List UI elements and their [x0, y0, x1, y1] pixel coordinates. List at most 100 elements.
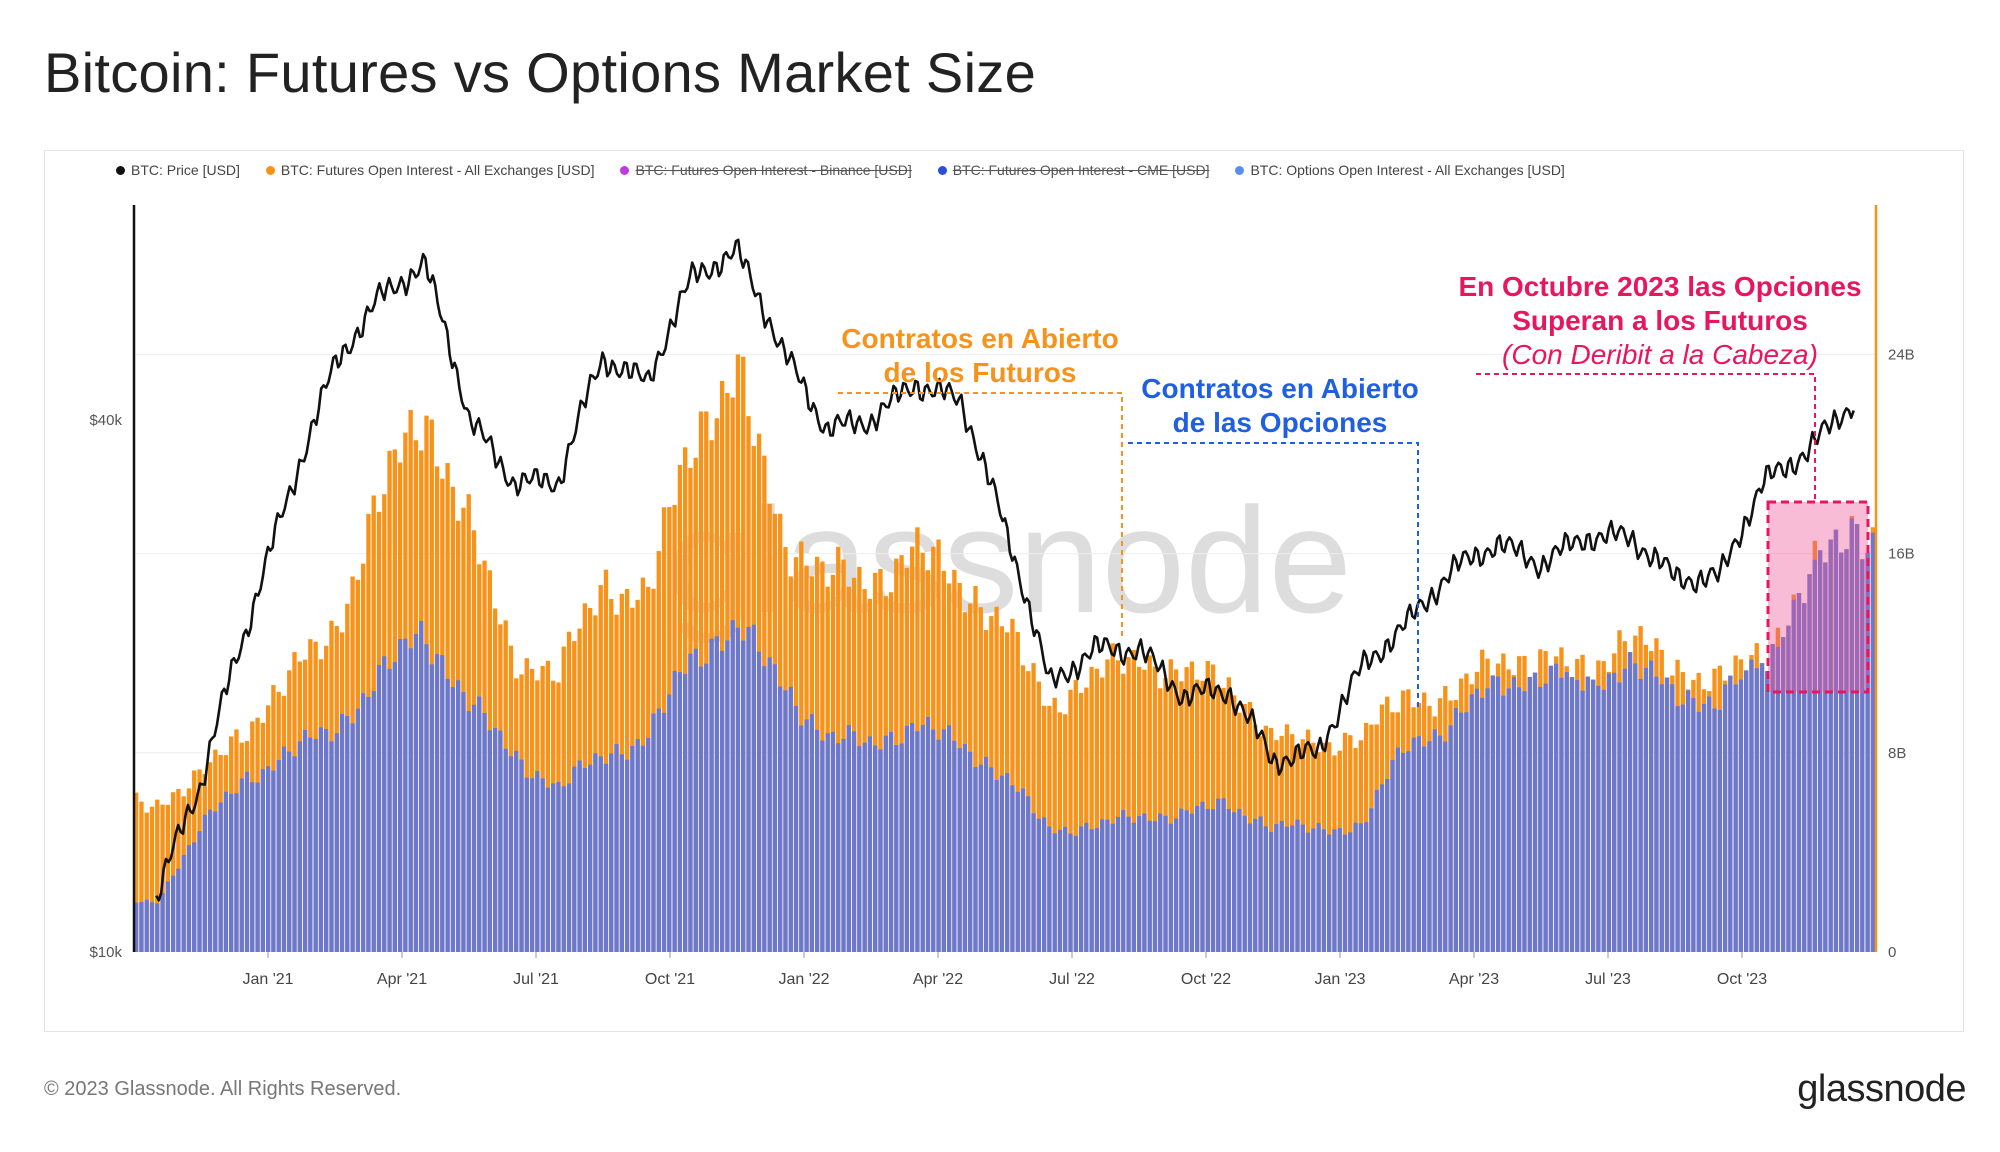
- futures-leader-line: [838, 392, 1123, 636]
- options-bar: [1585, 676, 1590, 952]
- options-bar: [693, 648, 698, 952]
- options-bar: [1437, 735, 1443, 952]
- options-bar: [265, 766, 271, 952]
- legend-item-futures-binance[interactable]: BTC: Futures Open Interest - Binance [US…: [620, 162, 912, 178]
- options-bar: [630, 745, 635, 952]
- annotation-options-line2: de las Opciones: [1172, 407, 1388, 438]
- options-bar: [1469, 694, 1474, 952]
- futures-bar: [1084, 687, 1089, 952]
- options-bar: [376, 665, 382, 952]
- options-bar: [360, 693, 366, 952]
- options-bar: [1268, 831, 1274, 952]
- options-bar: [1707, 696, 1712, 952]
- options-bar: [1765, 671, 1770, 952]
- options-bar: [397, 639, 403, 952]
- options-bar: [1316, 822, 1321, 952]
- options-bar: [250, 782, 255, 952]
- x-tick-label: Oct '21: [645, 971, 695, 988]
- options-bar: [1744, 670, 1749, 952]
- options-bar: [1047, 826, 1052, 952]
- options-bar: [1126, 816, 1131, 952]
- x-tick-label: Jul '21: [513, 971, 559, 988]
- options-bar: [999, 775, 1005, 952]
- chart-title: Bitcoin: Futures vs Options Market Size: [44, 41, 1037, 104]
- futures-bar: [1189, 661, 1195, 952]
- options-bar: [888, 732, 894, 952]
- options-bar: [1817, 550, 1823, 952]
- options-bar: [1422, 746, 1427, 952]
- options-bar: [1839, 552, 1844, 952]
- options-bar: [587, 764, 593, 952]
- options-bar: [350, 723, 355, 952]
- options-bar: [1279, 820, 1284, 952]
- options-bar: [181, 854, 186, 952]
- options-bar: [139, 901, 144, 952]
- options-bar: [1786, 625, 1791, 952]
- legend-item-options-all[interactable]: BTC: Options Open Interest - All Exchang…: [1235, 162, 1565, 178]
- options-bar: [1131, 822, 1137, 952]
- options-bar: [1733, 684, 1738, 952]
- options-bar: [1796, 592, 1802, 952]
- options-bar: [756, 651, 762, 952]
- options-bar: [836, 743, 841, 952]
- options-bar: [1395, 747, 1400, 952]
- options-bar: [1300, 824, 1305, 952]
- options-bar: [778, 686, 783, 952]
- options-bar: [271, 770, 276, 952]
- annotation-october: En Octubre 2023 las Opciones Superan a l…: [1420, 270, 1900, 372]
- futures-bar: [1184, 667, 1189, 952]
- options-bar: [202, 814, 207, 952]
- options-bar: [339, 714, 345, 952]
- options-bar: [862, 742, 867, 952]
- futures-bar: [139, 801, 144, 952]
- x-tick-label: Apr '22: [913, 971, 963, 988]
- options-bar: [1247, 823, 1253, 952]
- options-bar: [1258, 816, 1263, 952]
- options-bar: [656, 708, 661, 952]
- options-bar: [1010, 785, 1015, 952]
- options-bar: [508, 756, 514, 952]
- options-bar: [434, 654, 440, 952]
- options-bar: [1348, 832, 1353, 952]
- options-bar: [1701, 703, 1707, 952]
- options-bar: [1749, 659, 1754, 952]
- options-bar: [1253, 818, 1258, 952]
- options-bar: [894, 745, 899, 952]
- options-bar: [804, 719, 809, 952]
- x-tick-label: Jan '23: [1314, 971, 1365, 988]
- legend-item-futures-cme[interactable]: BTC: Futures Open Interest - CME [USD]: [937, 162, 1210, 178]
- options-bar: [1828, 539, 1833, 952]
- options-bar: [355, 708, 361, 952]
- legend-label: BTC: Futures Open Interest - CME [USD]: [952, 162, 1210, 178]
- y-left-tick-label: $40k: [89, 412, 122, 429]
- x-tick-label: Oct '23: [1717, 971, 1767, 988]
- options-bar: [593, 753, 598, 952]
- options-bar: [1231, 812, 1237, 952]
- legend-item-futures-all[interactable]: BTC: Futures Open Interest - All Exchang…: [265, 162, 594, 178]
- options-bar: [1527, 676, 1532, 952]
- options-bar: [1575, 679, 1580, 952]
- legend-label: BTC: Price [USD]: [131, 162, 240, 178]
- options-bar: [1664, 677, 1670, 952]
- futures-bar: [1052, 697, 1057, 952]
- options-bar: [1036, 818, 1042, 952]
- options-bar: [1195, 806, 1200, 952]
- options-bar: [762, 666, 767, 952]
- options-bar: [1406, 751, 1411, 952]
- options-bar: [1691, 698, 1696, 952]
- options-bar: [598, 756, 603, 952]
- x-tick-label: Jan '22: [778, 971, 829, 988]
- options-leader-line: [1128, 442, 1419, 708]
- options-bar: [1712, 708, 1717, 952]
- options-bar: [1448, 725, 1453, 952]
- legend-label: BTC: Options Open Interest - All Exchang…: [1250, 162, 1565, 178]
- options-bar: [207, 809, 213, 952]
- options-bar: [704, 663, 709, 952]
- options-bar: [1110, 823, 1115, 952]
- legend-item-price[interactable]: BTC: Price [USD]: [116, 162, 240, 178]
- options-bar: [292, 756, 297, 952]
- options-bar: [931, 729, 936, 952]
- y-right-tick-label: 0: [1888, 944, 1896, 961]
- options-bar: [809, 714, 815, 952]
- options-bar: [989, 767, 994, 952]
